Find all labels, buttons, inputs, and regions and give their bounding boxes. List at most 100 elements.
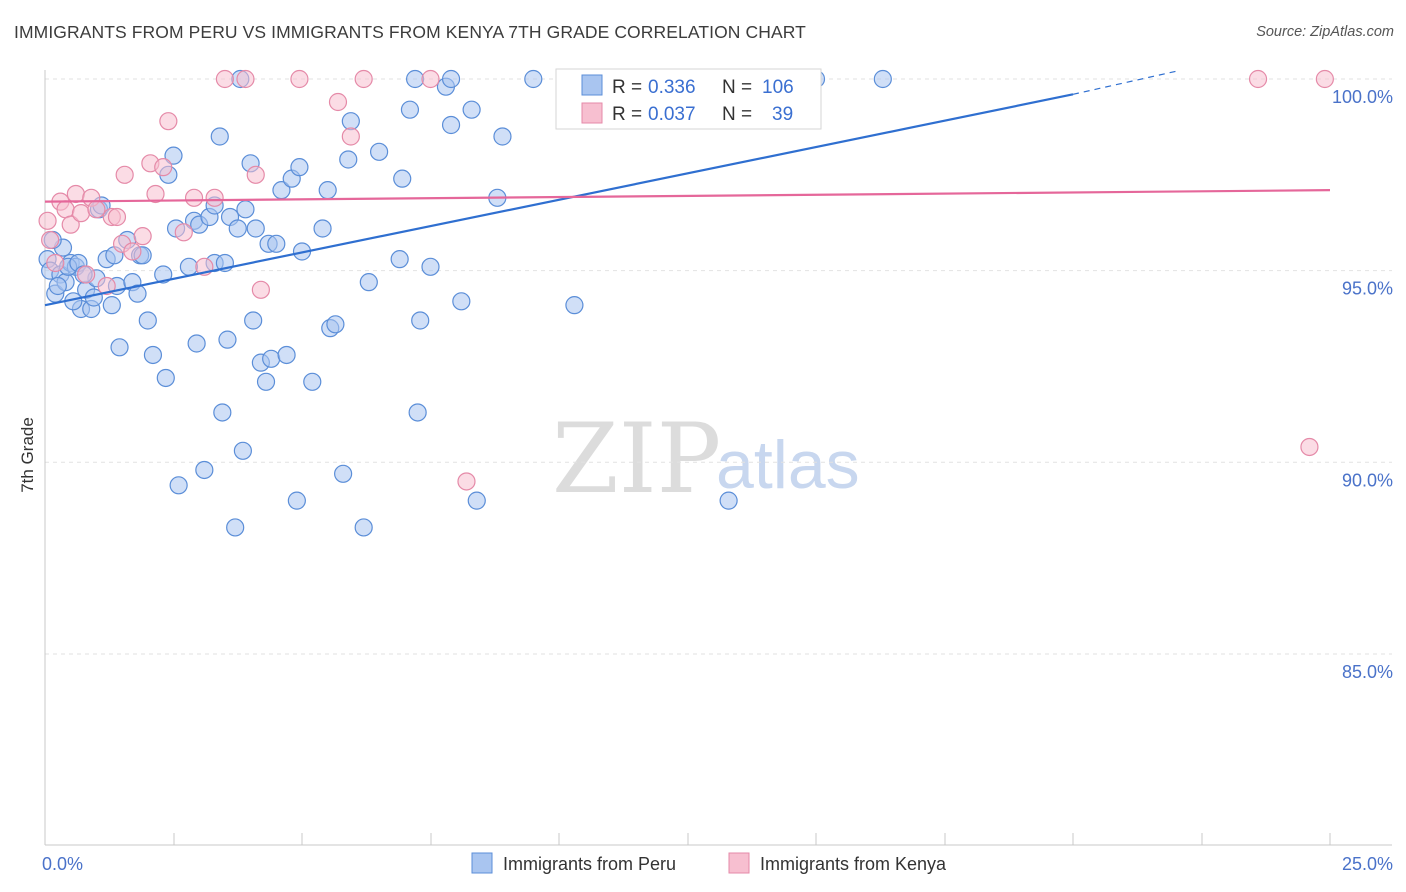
- peru-point: [405, 69, 425, 89]
- kenya-point: [87, 200, 106, 219]
- peru-point: [303, 372, 322, 391]
- peru-point: [138, 311, 157, 330]
- peru-point: [411, 311, 430, 330]
- kenya-point: [328, 92, 348, 112]
- kenya-point: [107, 207, 127, 227]
- kenya-point: [341, 127, 360, 146]
- y-axis-title: 7th Grade: [18, 417, 37, 493]
- kenya-point: [184, 188, 204, 207]
- peru-point: [226, 518, 245, 537]
- peru-n-label: N =: [722, 77, 752, 98]
- y-tick-label: 85.0%: [1342, 662, 1393, 682]
- chart-source: Source: ZipAtlas.com: [1256, 24, 1394, 40]
- kenya-point: [457, 472, 476, 491]
- peru-point: [318, 181, 337, 200]
- kenya-point: [236, 69, 255, 89]
- peru-r-label: R =: [612, 77, 642, 98]
- peru-point: [210, 127, 229, 146]
- peru-point: [195, 460, 214, 480]
- peru-point: [390, 250, 409, 269]
- bottom-legend: Immigrants from Peru Immigrants from Ken…: [471, 852, 947, 874]
- peru-point: [228, 219, 247, 238]
- kenya-point: [215, 69, 234, 89]
- kenya-point: [115, 165, 134, 184]
- kenya-point: [1300, 437, 1319, 457]
- peru-point: [370, 142, 389, 161]
- kenya-point: [77, 265, 96, 284]
- peru-point: [565, 296, 584, 315]
- bottom-legend-peru: Immigrants from Peru: [503, 854, 676, 874]
- peru-point: [164, 146, 183, 165]
- peru-point: [213, 403, 232, 422]
- x-tick-label-min: 0.0%: [42, 854, 83, 874]
- peru-r-value: 0.336: [648, 77, 696, 98]
- kenya-point: [97, 276, 116, 296]
- kenya-point: [71, 204, 91, 223]
- peru-point: [467, 491, 486, 510]
- peru-point: [102, 296, 121, 315]
- peru-point: [179, 257, 199, 276]
- legend-swatch-peru: [581, 74, 603, 96]
- peru-point: [408, 403, 427, 422]
- peru-point: [277, 345, 296, 365]
- kenya-point: [61, 215, 80, 234]
- peru-point: [287, 491, 306, 510]
- bottom-legend-kenya: Immigrants from Kenya: [760, 854, 947, 874]
- bottom-legend-swatch-peru: [471, 852, 493, 874]
- peru-point: [143, 345, 163, 365]
- kenya-point: [154, 158, 173, 177]
- kenya-point: [246, 165, 265, 184]
- kenya-r-label: R =: [612, 104, 642, 125]
- kenya-point: [46, 253, 65, 273]
- series-kenya-points: [38, 69, 1334, 491]
- peru-point: [236, 200, 255, 219]
- tick-labels: 85.0% 90.0% 95.0% 100.0% 0.0% 25.0%: [42, 87, 1393, 874]
- trend-lines: [44, 70, 1331, 307]
- peru-point: [169, 476, 188, 495]
- peru-point: [187, 334, 206, 353]
- peru-point: [493, 127, 512, 146]
- peru-point: [233, 441, 252, 460]
- peru-point: [244, 311, 263, 330]
- peru-point: [354, 518, 373, 537]
- peru-point: [154, 265, 173, 284]
- peru-point: [719, 491, 738, 510]
- peru-point: [313, 219, 332, 238]
- kenya-point: [66, 184, 85, 204]
- peru-point: [400, 100, 420, 119]
- peru-trend-line: [44, 93, 1074, 307]
- peru-point: [441, 69, 461, 89]
- peru-point: [339, 150, 358, 169]
- kenya-point: [38, 211, 57, 230]
- kenya-trend-line: [44, 189, 1331, 203]
- y-tick-label: 95.0%: [1342, 279, 1393, 299]
- kenya-point: [123, 242, 142, 261]
- peru-point: [452, 292, 471, 311]
- kenya-point: [1248, 69, 1268, 89]
- x-tick-label-max: 25.0%: [1342, 854, 1393, 874]
- peru-point: [156, 368, 175, 388]
- peru-point: [267, 234, 286, 253]
- peru-point: [873, 69, 892, 89]
- y-tick-label: 100.0%: [1332, 87, 1393, 107]
- peru-point: [334, 464, 353, 483]
- kenya-point: [354, 69, 373, 89]
- kenya-point: [174, 223, 193, 242]
- watermark-atlas: atlas: [716, 427, 860, 503]
- peru-point: [218, 330, 237, 349]
- peru-n-value: 106: [762, 77, 794, 98]
- axes: [44, 70, 1392, 846]
- stats-legend: R = 0.336 N = 106 R = 0.037 N = 39: [555, 68, 822, 130]
- kenya-point: [290, 69, 309, 89]
- peru-point: [262, 349, 281, 368]
- y-tick-label: 90.0%: [1342, 470, 1393, 490]
- peru-point: [524, 69, 543, 89]
- peru-point: [246, 219, 265, 238]
- kenya-point: [159, 112, 178, 131]
- peru-point: [421, 257, 440, 276]
- kenya-point: [1315, 69, 1334, 89]
- kenya-point: [421, 69, 440, 89]
- kenya-point: [146, 184, 165, 204]
- peru-point: [393, 169, 412, 188]
